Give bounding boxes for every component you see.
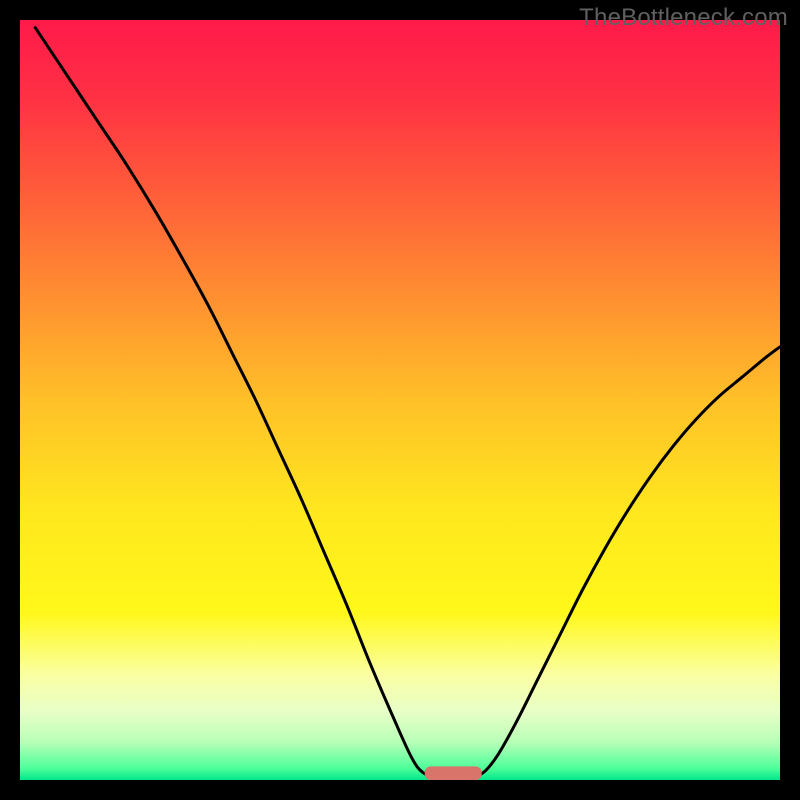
gradient-background <box>20 20 780 780</box>
watermark-text: TheBottleneck.com <box>579 4 788 32</box>
plot-svg <box>20 20 780 780</box>
plot-area <box>20 20 780 780</box>
optimum-marker <box>425 766 482 780</box>
